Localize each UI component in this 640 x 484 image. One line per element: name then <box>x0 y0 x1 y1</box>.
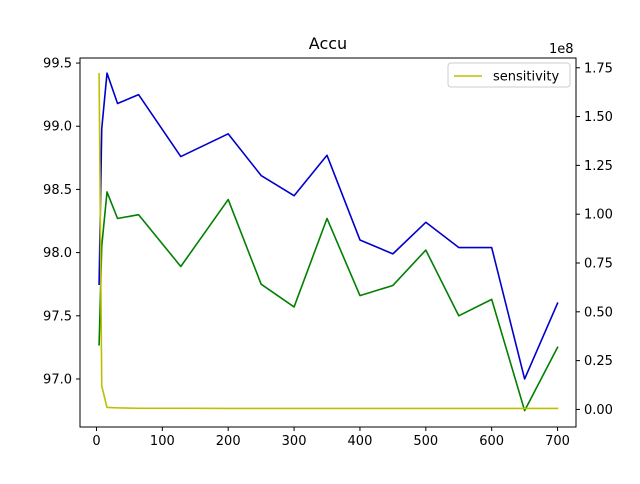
y-right-tick-label: 0.50 <box>584 305 613 320</box>
legend: sensitivity <box>448 63 570 87</box>
y-right-tick-label: 0.25 <box>584 354 613 369</box>
x-tick-label: 0 <box>92 434 100 449</box>
y-left-tick-label: 97.5 <box>43 309 72 324</box>
y-left-tick-label: 97.0 <box>43 372 72 387</box>
y-right-tick-label: 1.00 <box>584 208 613 223</box>
x-tick-label: 500 <box>413 434 438 449</box>
x-tick-label: 600 <box>479 434 504 449</box>
chart-title: Accu <box>309 34 347 53</box>
x-tick-label: 400 <box>348 434 373 449</box>
y-left-tick-label: 98.0 <box>43 246 72 261</box>
y-left-tick-label: 99.5 <box>43 57 72 72</box>
y-right-tick-label: 1.75 <box>584 61 613 76</box>
x-tick-label: 300 <box>282 434 307 449</box>
y-left-tick-label: 98.5 <box>43 183 72 198</box>
x-tick-label: 200 <box>216 434 241 449</box>
y-right-tick-label: 1.25 <box>584 159 613 174</box>
y-right-tick-label: 0.00 <box>584 403 613 418</box>
legend-label: sensitivity <box>493 70 560 85</box>
y-right-tick-label: 0.75 <box>584 257 613 272</box>
x-tick-label: 100 <box>150 434 175 449</box>
x-tick-label: 700 <box>545 434 570 449</box>
y-right-tick-label: 1.50 <box>584 110 613 125</box>
right-axis-offset-label: 1e8 <box>549 42 574 57</box>
y-left-tick-label: 99.0 <box>43 120 72 135</box>
